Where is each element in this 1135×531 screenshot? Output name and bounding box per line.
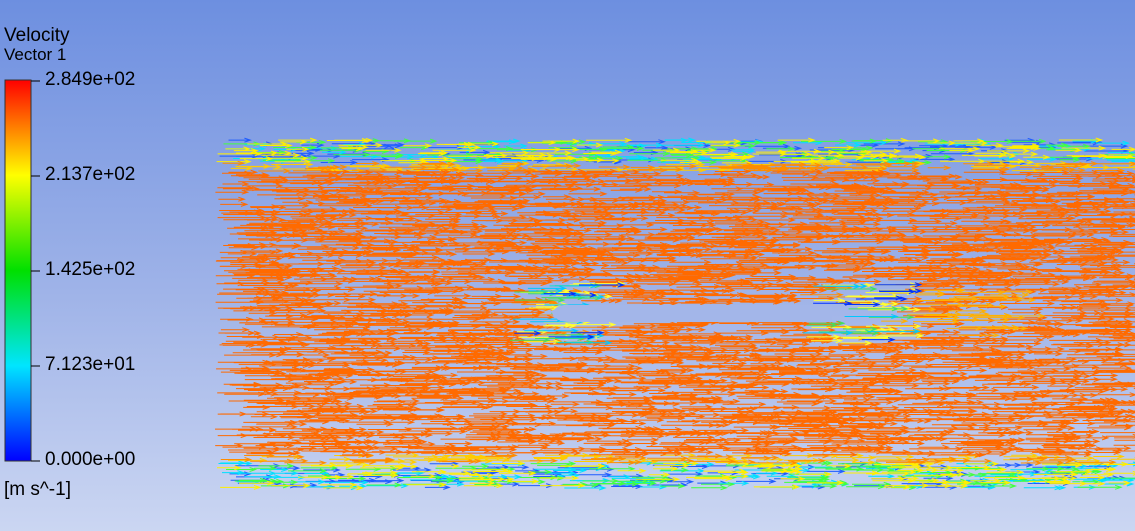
legend-tick-label: 0.000e+00 [45,449,136,470]
legend-tick-label: 2.849e+02 [45,69,136,90]
legend-tick-label: 2.137e+02 [45,164,136,185]
body-shape [552,304,832,322]
color-bar [4,79,32,462]
legend-title: Velocity [4,25,70,46]
legend-unit: [m s^-1] [4,479,71,500]
vector-arrows [216,137,1135,491]
vector-arrows [514,282,923,343]
legend-subtitle: Vector 1 [4,45,67,64]
vector-arrows [880,287,1046,338]
legend-tick-label: 7.123e+01 [45,354,136,375]
legend-tick-label: 1.425e+02 [45,259,136,280]
